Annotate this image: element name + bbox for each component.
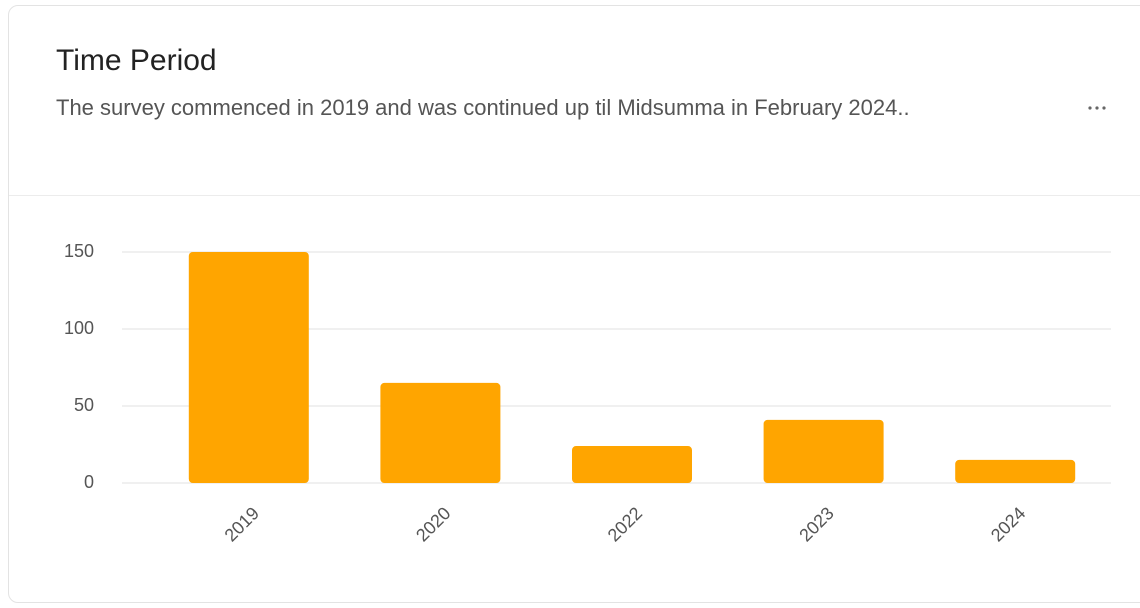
y-tick-label: 50: [74, 395, 94, 415]
divider: [9, 195, 1140, 196]
bar: [763, 419, 884, 483]
bar: [380, 382, 501, 483]
bar: [188, 252, 309, 483]
card-title: Time Period: [56, 44, 217, 77]
bar: [572, 446, 692, 483]
more-menu[interactable]: [1085, 98, 1109, 118]
card-subtitle: The survey commenced in 2019 and was con…: [56, 95, 910, 120]
x-tick-label: 2020: [412, 503, 454, 545]
x-tick-label: 2022: [604, 503, 646, 545]
y-tick-label: 150: [64, 241, 94, 261]
y-tick-label: 0: [84, 472, 94, 492]
x-tick-label: 2024: [987, 503, 1029, 545]
x-tick-label: 2019: [221, 503, 263, 545]
y-tick-label: 100: [64, 318, 94, 338]
x-tick-label: 2023: [795, 503, 837, 545]
bar: [955, 459, 1076, 483]
